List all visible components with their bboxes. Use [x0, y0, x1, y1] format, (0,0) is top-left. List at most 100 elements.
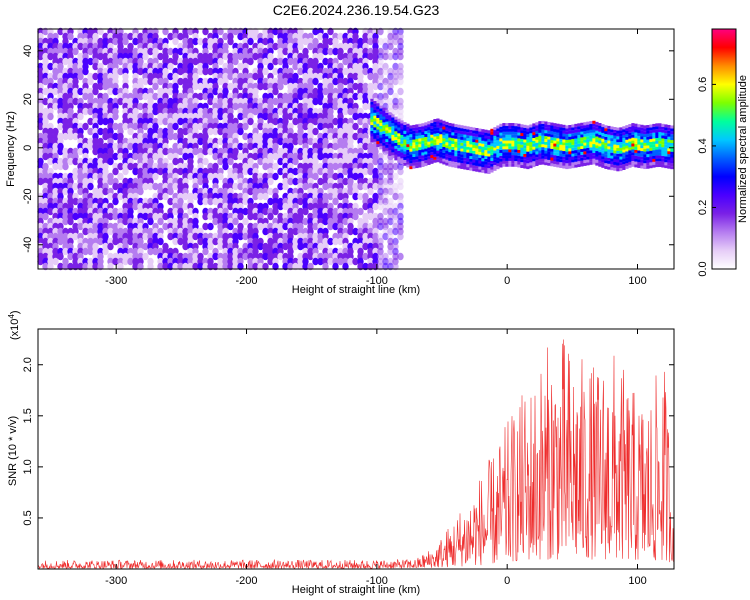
spectrogram-cell	[568, 156, 572, 160]
spectrogram-cell	[631, 128, 635, 132]
spectrogram-cell	[297, 137, 304, 146]
spectrogram-cell	[535, 148, 539, 152]
spectrogram-cell	[646, 127, 650, 131]
spectrogram-cell	[162, 222, 169, 231]
spectrogram-cell	[388, 115, 392, 119]
spectrogram-cell	[107, 242, 114, 251]
spectrogram-cell	[583, 130, 587, 134]
spectrogram-cell	[388, 123, 392, 127]
spectrogram-cell	[157, 167, 164, 176]
spectrogram-cell	[661, 155, 665, 159]
spectrogram-cell	[392, 162, 399, 171]
spectrogram-cell	[655, 140, 659, 144]
spectrogram-cell	[553, 134, 557, 138]
spectrogram-cell	[127, 32, 134, 41]
spectrogram-cell	[526, 134, 530, 138]
spectrogram-cell	[514, 163, 518, 167]
spectrogram-cell	[520, 164, 524, 168]
spectrogram-cell	[628, 144, 632, 148]
spectrogram-cell	[658, 155, 662, 159]
spectrogram-cell	[445, 153, 449, 157]
spectrogram-cell	[137, 92, 144, 101]
spectrogram-cell	[604, 148, 608, 152]
spectrogram-cell	[362, 102, 369, 111]
spectrogram-cell	[592, 129, 596, 133]
spectrogram-cell	[619, 150, 623, 154]
spectrogram-cell	[427, 156, 431, 160]
spectrogram-cell	[541, 132, 545, 136]
spectrogram-cell	[277, 57, 284, 66]
spectrogram-cell	[466, 146, 470, 150]
spectrogram-cell	[342, 217, 349, 226]
spectrogram-cell	[475, 168, 479, 172]
spectrogram-cell	[529, 159, 533, 163]
spectrogram-cell	[577, 155, 581, 159]
spectrogram-cell	[454, 161, 458, 165]
spectrogram-cell	[463, 125, 467, 129]
spectrogram-cell	[634, 158, 638, 162]
spectrogram-cell	[327, 47, 334, 56]
spectrogram-cell	[172, 37, 179, 46]
spectrogram-cell	[541, 129, 545, 133]
spectrogram-cell	[610, 129, 614, 133]
spectrogram-cell	[392, 77, 399, 86]
spectrogram-cell	[619, 139, 623, 143]
spectrogram-cell	[167, 187, 174, 196]
spectrogram-cell	[424, 142, 428, 146]
spectrogram-cell	[82, 247, 89, 256]
spectrogram-cell	[553, 160, 557, 164]
spectrogram-cell	[511, 143, 515, 147]
spectrogram-cell	[385, 147, 389, 151]
spectrogram-cell	[418, 149, 422, 153]
spectrogram-cell	[162, 192, 169, 201]
spectrogram-cell	[207, 67, 214, 76]
spectrogram-cell	[427, 150, 431, 154]
spectrogram-cell	[102, 187, 109, 196]
spectrogram-cell	[362, 142, 369, 151]
spectrogram-cell	[598, 134, 602, 138]
spectrogram-cell	[112, 112, 119, 121]
spectrogram-cell	[577, 158, 581, 162]
spectrogram-cell	[392, 107, 399, 116]
spectrogram-cell	[47, 112, 54, 121]
spectrogram-cell	[646, 151, 650, 155]
spectrogram-cell	[277, 252, 284, 261]
spectrogram-cell	[421, 163, 425, 167]
spectrogram-cell	[312, 27, 319, 36]
spectrogram-cell	[577, 161, 581, 165]
spectrogram-cell	[661, 132, 665, 136]
spectrogram-cell	[436, 135, 440, 139]
spectrogram-cell	[391, 146, 395, 150]
spectrogram-cell	[394, 151, 398, 155]
spectrogram-cell	[511, 160, 515, 164]
spectrogram-cell	[484, 161, 488, 165]
spectrogram-cell	[640, 133, 644, 137]
spectrogram-cell	[490, 137, 494, 141]
spectrogram-cell	[327, 27, 334, 36]
spectrogram-cell	[490, 149, 494, 153]
spectrogram-cell	[442, 158, 446, 162]
spectrogram-cell	[421, 155, 425, 159]
spectrogram-cell	[197, 177, 204, 186]
spectrogram-cell	[439, 139, 443, 143]
spectrogram-cell	[586, 124, 590, 128]
spectrogram-cell	[418, 147, 422, 151]
spectrogram-cell	[406, 164, 410, 168]
spectrogram-cell	[391, 134, 395, 138]
spectrogram-cell	[67, 157, 74, 166]
spectrogram-cell	[469, 167, 473, 171]
spectrogram-cell	[454, 138, 458, 142]
spectrogram-cell	[77, 112, 84, 121]
spectrogram-cell	[637, 127, 641, 131]
spectrogram-cell	[302, 122, 309, 131]
spectrogram-cell	[667, 142, 671, 146]
spectrogram-cell	[418, 161, 422, 165]
spectrogram-cell	[649, 124, 653, 128]
y-tick-label: -40	[22, 237, 34, 253]
spectrogram-cell	[661, 129, 665, 133]
spectrogram-cell	[197, 67, 204, 76]
spectrogram-cell	[142, 122, 149, 131]
spectrogram-cell	[625, 151, 629, 155]
spectrogram-cell	[52, 162, 59, 171]
spectrogram-cell	[571, 124, 575, 128]
